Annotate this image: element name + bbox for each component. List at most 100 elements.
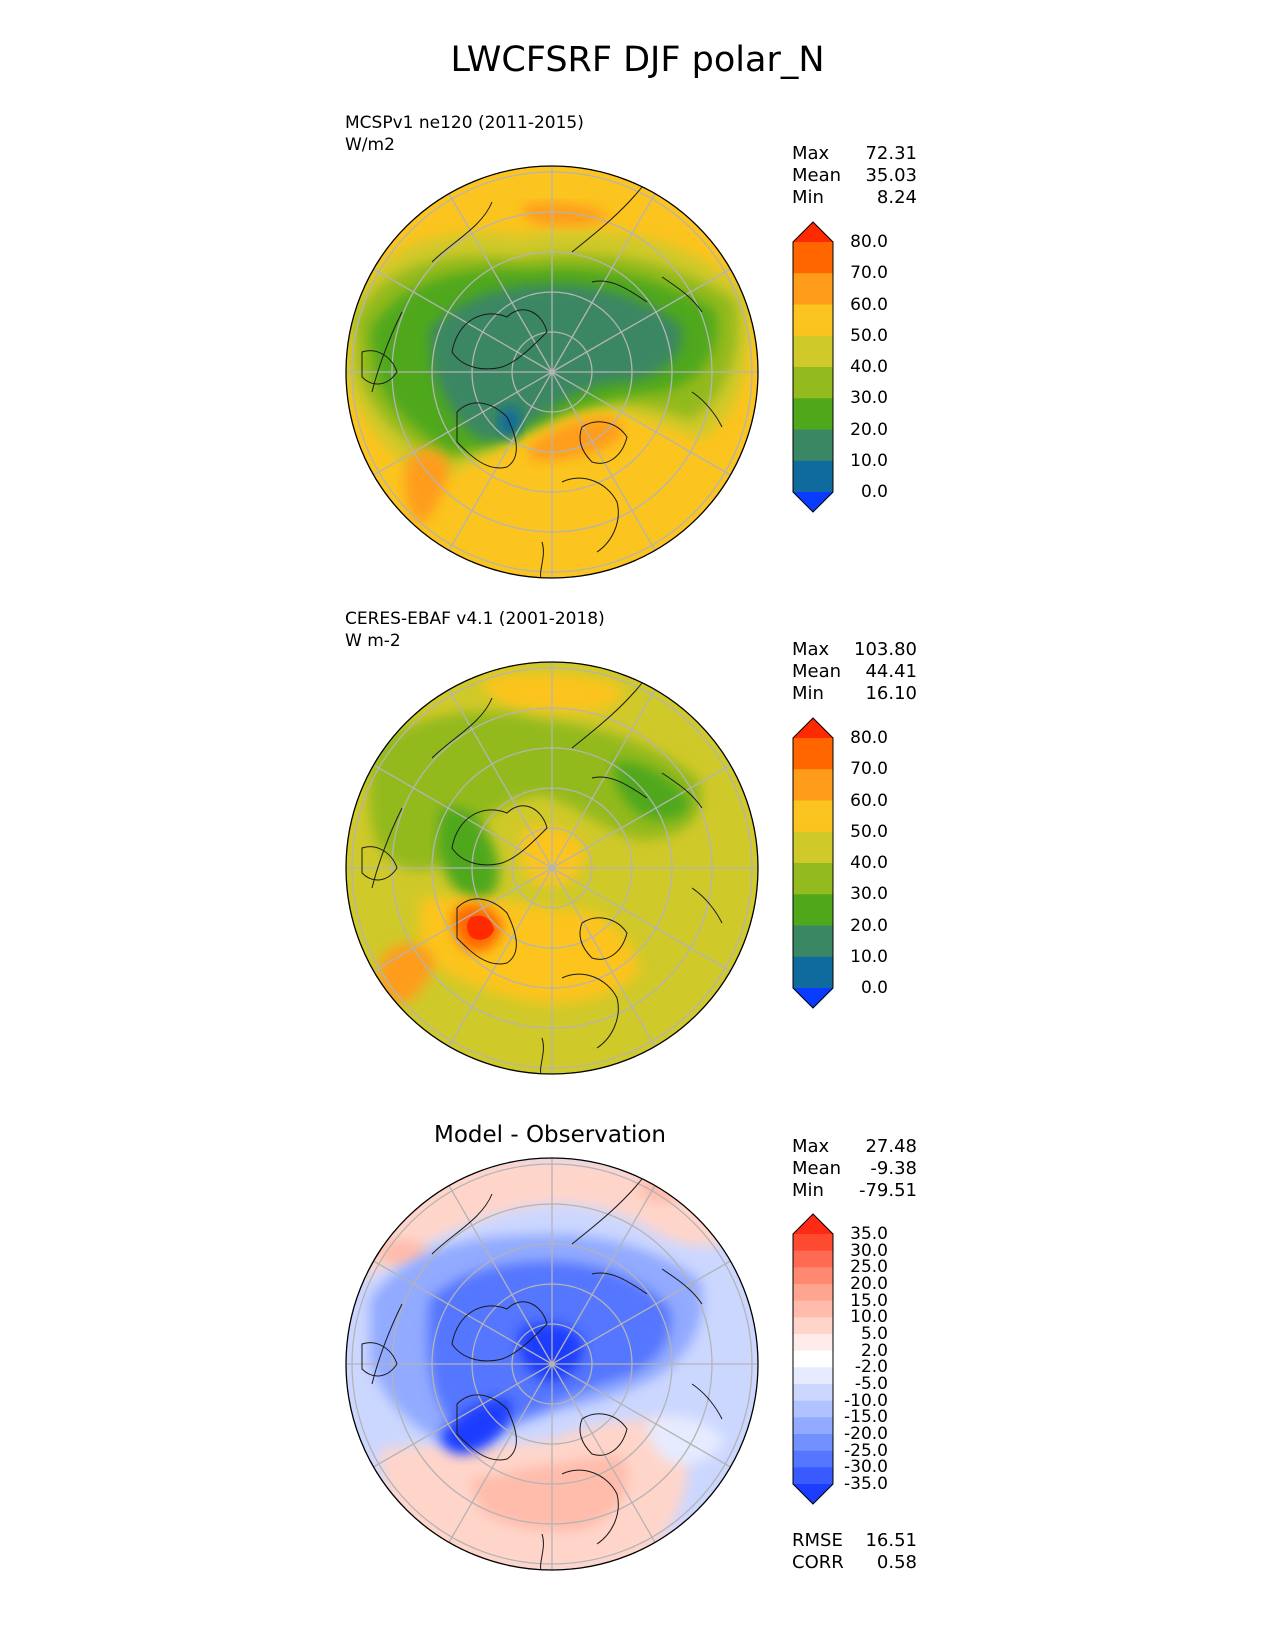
coastline (579, 1413, 628, 1456)
colorbar-extend-max (793, 1214, 833, 1234)
stat-value: 16.10 (865, 683, 917, 704)
contour-region (648, 1416, 725, 1464)
coastline (371, 697, 493, 889)
colorbar-tick-label: 40.0 (850, 357, 888, 377)
stat-label: Min (792, 683, 824, 704)
metric-value: 0.58 (876, 1552, 917, 1573)
metric-row: CORR 0.58 (792, 1552, 917, 1574)
coastline (661, 1268, 723, 1420)
coastline (456, 402, 517, 469)
colorbar-segment (793, 1400, 833, 1418)
colorbar-tick-label: -20.0 (844, 1424, 888, 1444)
stat-label: Max (792, 143, 830, 164)
colorbar-tick-label: -10.0 (844, 1390, 888, 1411)
colorbar-segment (793, 1384, 833, 1402)
metric-label: RMSE (792, 1530, 843, 1551)
colorbar-segment (793, 831, 833, 864)
meridian-line (369, 371, 553, 478)
colorbar-segment (793, 1434, 833, 1452)
coastline (451, 309, 548, 370)
colorbar-tick-label: 70.0 (850, 759, 888, 780)
stat-row: Min 8.24 (792, 187, 917, 209)
metric-value: 16.51 (865, 1530, 917, 1551)
colorbar-segment (793, 1417, 833, 1435)
ref-dataset-name: CERES-EBAF v4.1 (2001-2018) (345, 609, 605, 629)
colorbar-tick-label: 30.0 (850, 1240, 888, 1261)
colorbar-segment (793, 1334, 833, 1352)
colorbar-outline (792, 717, 834, 1009)
stat-label: Mean (792, 165, 842, 186)
test-colorbar (792, 221, 834, 513)
colorbar-segment (793, 863, 833, 895)
diff-polar-map (346, 1158, 758, 1570)
meridian-line (446, 1363, 553, 1547)
diff-colorbar (792, 1213, 834, 1505)
coastline (451, 1301, 548, 1362)
test-map-border (345, 165, 759, 579)
meridian-line (446, 189, 553, 373)
meridian-line (446, 685, 553, 869)
colorbar-segment (793, 460, 833, 493)
coastline (661, 276, 723, 428)
stat-label: Max (792, 639, 830, 660)
meridian-line (446, 371, 553, 555)
colorbar-tick-label: -5.0 (854, 1374, 888, 1394)
colorbar-tick-label: 30.0 (850, 388, 888, 409)
meridian-line (551, 1258, 735, 1365)
colorbar-segment (793, 1367, 833, 1385)
colorbar-tick-label: 30.0 (850, 884, 888, 905)
coastline (371, 1193, 493, 1385)
meridian-line (551, 867, 735, 974)
diff-map-border (345, 1157, 759, 1571)
ref-polar-map (346, 662, 758, 1074)
colorbar-extend-min (793, 1484, 833, 1504)
ref-map-border (345, 661, 759, 1075)
ref-coastlines (361, 682, 723, 1074)
colorbar-tick-label: -15.0 (844, 1407, 888, 1428)
colorbar-tick-label: -30.0 (844, 1457, 888, 1478)
meridian-line (551, 371, 735, 478)
coastline (540, 477, 619, 578)
ref-graticule (346, 662, 758, 1074)
contour-region (438, 807, 499, 905)
colorbar-tick-label: 2.0 (860, 1340, 888, 1361)
colorbar-segment (793, 367, 833, 399)
colorbar-tick-label: 60.0 (850, 790, 888, 811)
colorbar-tick-label: -25.0 (844, 1440, 888, 1461)
colorbar-segment (793, 1350, 833, 1368)
coastline (571, 186, 648, 303)
stat-value: 103.80 (854, 639, 917, 660)
test-stats: Max 72.31 Mean 35.03 Min 8.24 (792, 143, 917, 209)
colorbar-tick-label: 60.0 (850, 294, 888, 315)
contour-region (470, 1455, 628, 1532)
stat-value: -9.38 (870, 1158, 917, 1179)
stat-value: 35.03 (865, 165, 917, 186)
stat-label: Min (792, 187, 824, 208)
colorbar-tick-label: 10.0 (850, 946, 888, 967)
ref-units: W m-2 (345, 631, 401, 651)
diff-title: Model - Observation (433, 1122, 667, 1148)
diff-stats: Max 27.48 Mean -9.38 Min -79.51 (792, 1136, 917, 1202)
colorbar-segment (793, 304, 833, 337)
stat-label: Mean (792, 1158, 842, 1179)
diff-graticule (346, 1158, 758, 1570)
colorbar-extend-min (793, 988, 833, 1008)
colorbar-tick-label: 50.0 (850, 325, 888, 346)
colorbar-segment (793, 1450, 833, 1468)
coastline (579, 421, 628, 464)
ref-colorbar (792, 717, 834, 1009)
ref-panel-header: CERES-EBAF v4.1 (2001-2018) W m-2 (345, 608, 605, 652)
stat-label: Mean (792, 661, 842, 682)
colorbar-segment (793, 1284, 833, 1302)
colorbar-extend-min (793, 492, 833, 512)
figure-title: LWCFSRF DJF polar_N (450, 40, 825, 80)
stat-row: Min -79.51 (792, 1180, 917, 1202)
colorbar-segment (793, 1467, 833, 1485)
colorbar-tick-label: 0.0 (860, 978, 888, 998)
colorbar-tick-label: 10.0 (850, 450, 888, 471)
meridian-line (551, 1363, 735, 1470)
meridian-line (446, 1181, 553, 1365)
coastline (451, 805, 548, 866)
colorbar-extend-max (793, 718, 833, 738)
contour-region (430, 284, 682, 441)
